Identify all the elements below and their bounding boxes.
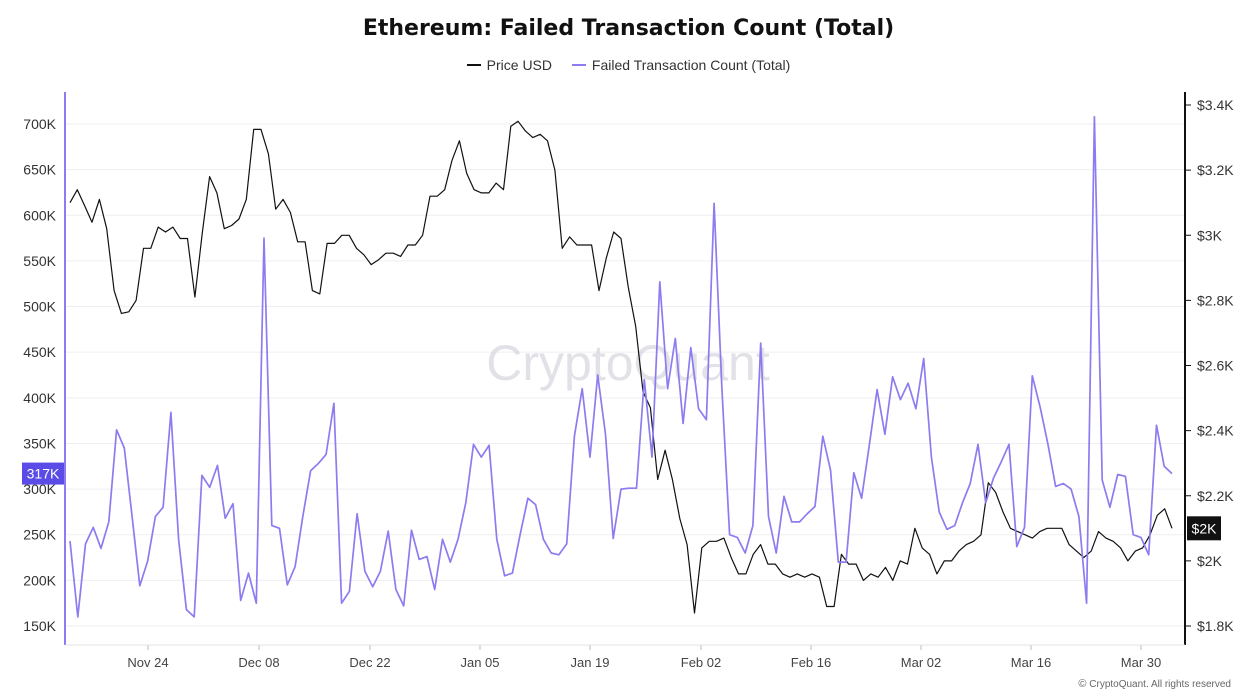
legend-swatch-price [466, 64, 481, 67]
left-tick-label: 400K [23, 390, 56, 406]
left-tick-label: 550K [23, 253, 56, 269]
chart-title: Ethereum: Failed Transaction Count (Tota… [362, 16, 895, 41]
right-tick-label: $3.4K [1197, 97, 1234, 113]
right-tick-label: $2.6K [1197, 358, 1234, 374]
left-tick-label: 150K [23, 618, 56, 634]
left-tick-label: 250K [23, 527, 56, 543]
x-tick-label: Jan 19 [570, 655, 609, 670]
right-tick-label: $1.8K [1197, 618, 1234, 634]
left-tick-label: 600K [23, 207, 56, 223]
legend-label-price: Price USD [486, 57, 553, 73]
current-value-left: 317K [27, 466, 60, 482]
chart-legend: Price USD Failed Transaction Count (Tota… [0, 57, 1257, 73]
series-line-failed-tx[interactable] [69, 115, 1173, 618]
current-value-badge-left [22, 462, 64, 485]
x-tick-label: Mar 16 [1011, 655, 1051, 670]
axis-labels: 150K 200K 250K 300K 350K 400K 450K 500K 550K 600K… [22, 97, 1234, 670]
right-tick-label: $2K [1197, 553, 1223, 569]
left-tick-label: 350K [23, 435, 56, 451]
right-tick-label: $3.2K [1197, 162, 1234, 178]
legend-label-failed-tx: Failed Transaction Count (Total) [591, 57, 791, 73]
series-layer [69, 115, 1173, 618]
current-value-badge-right [1187, 516, 1221, 541]
left-tick-label: 500K [23, 299, 56, 315]
x-tick-label: Dec 08 [238, 655, 279, 670]
right-tick-label: $2.8K [1197, 292, 1234, 308]
legend-item-price[interactable]: Price USD [466, 57, 553, 73]
copyright-text: CryptoQuant. All rights reserved [1089, 679, 1231, 690]
left-tick-label: 300K [23, 481, 56, 497]
x-tick-label: Mar 30 [1121, 655, 1161, 670]
x-tick-label: Nov 24 [127, 655, 168, 670]
grid-lines [65, 123, 1185, 627]
current-value-right: $2K [1192, 520, 1218, 536]
x-tick-label: Dec 22 [349, 655, 390, 670]
legend-item-failed-tx[interactable]: Failed Transaction Count (Total) [571, 57, 791, 73]
x-tick-label: Feb 16 [791, 655, 831, 670]
left-tick-label: 200K [23, 572, 56, 588]
copyright-symbol: © [1078, 678, 1087, 690]
left-tick-label: 450K [23, 344, 56, 360]
right-tick-label: $3K [1197, 227, 1223, 243]
x-tick-label: Jan 05 [460, 655, 499, 670]
series-line-price[interactable] [69, 120, 1173, 614]
watermark: CryptoQuant [486, 335, 770, 391]
legend-swatch-failed-tx [571, 64, 586, 67]
right-tick-label: $2.2K [1197, 488, 1234, 504]
x-tick-label: Feb 02 [681, 655, 721, 670]
axes [64, 92, 1191, 650]
copyright-footer: © CryptoQuant. All rights reserved [1078, 678, 1231, 690]
x-tick-label: Mar 02 [901, 655, 941, 670]
left-tick-label: 700K [23, 116, 56, 132]
left-tick-label: 650K [23, 162, 56, 178]
right-tick-label: $2.4K [1197, 423, 1234, 439]
